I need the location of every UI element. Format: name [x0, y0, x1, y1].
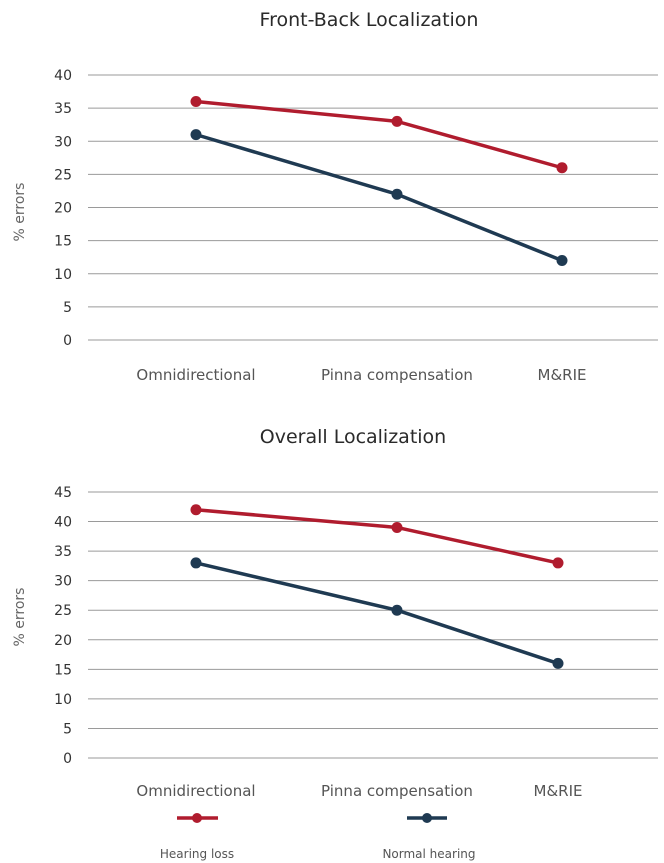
data-point-normal-hearing: [190, 129, 202, 141]
y-tick-label: 20: [54, 201, 72, 217]
data-point-normal-hearing: [190, 557, 202, 569]
x-tick-label: Omnidirectional: [136, 366, 255, 384]
x-tick-label: Pinna compensation: [321, 782, 473, 800]
chart-title: Overall Localization: [260, 426, 446, 448]
y-tick-label: 30: [54, 134, 72, 150]
data-point-hearing-loss: [190, 504, 202, 516]
x-tick-label: Omnidirectional: [136, 782, 255, 800]
data-point-hearing-loss: [391, 521, 403, 533]
y-tick-label: 40: [54, 515, 72, 531]
y-tick-label: 5: [63, 300, 72, 316]
y-tick-label: 45: [54, 485, 72, 501]
legend-item-hearing-loss: Hearing loss: [160, 813, 234, 861]
data-point-normal-hearing: [552, 657, 564, 669]
x-tick-label: M&RIE: [538, 366, 587, 384]
y-tick-label: 25: [54, 167, 72, 183]
y-tick-label: 35: [54, 101, 72, 117]
data-point-normal-hearing: [556, 255, 568, 266]
y-tick-label: 0: [63, 333, 72, 349]
overall-localization-chart: Overall Localization % errors 0 5 10 15 20 25…: [12, 426, 658, 800]
y-tick-label: 25: [54, 603, 72, 619]
series-line-hearing-loss: [194, 99, 564, 170]
y-tick-label: 30: [54, 574, 72, 590]
chart-title: Front-Back Localization: [260, 9, 479, 31]
y-axis-label: % errors: [12, 183, 28, 242]
y-tick-label: 0: [63, 751, 72, 767]
data-point-hearing-loss: [556, 162, 568, 174]
y-tick-label: 15: [54, 662, 72, 678]
data-point-hearing-loss: [391, 115, 403, 127]
y-tick-label: 20: [54, 633, 72, 649]
legend: Hearing loss Normal hearing: [160, 813, 476, 861]
y-tick-label: 5: [63, 721, 72, 737]
data-point-normal-hearing: [391, 188, 403, 200]
front-back-localization-chart: Front-Back Localization % errors 0 5 10 15 2…: [12, 9, 658, 384]
y-tick-label: 15: [54, 234, 72, 250]
y-tick-label: 10: [54, 267, 72, 283]
data-point-hearing-loss: [552, 557, 564, 569]
data-point-hearing-loss: [190, 96, 202, 107]
legend-marker-normal-hearing: [422, 813, 432, 823]
y-tick-label: 40: [54, 68, 72, 84]
y-axis-label: % errors: [12, 588, 28, 647]
y-tick-label: 10: [54, 692, 72, 708]
x-tick-label: Pinna compensation: [321, 366, 473, 384]
y-tick-label: 35: [54, 544, 72, 560]
data-point-normal-hearing: [391, 604, 403, 616]
series-line-hearing-loss: [194, 507, 560, 565]
legend-marker-hearing-loss: [192, 813, 202, 823]
legend-label-hearing-loss: Hearing loss: [160, 847, 234, 861]
series-line-normal-hearing: [194, 561, 560, 666]
x-tick-label: M&RIE: [534, 782, 583, 800]
legend-item-normal-hearing: Normal hearing: [382, 813, 476, 861]
legend-label-normal-hearing: Normal hearing: [382, 847, 475, 861]
